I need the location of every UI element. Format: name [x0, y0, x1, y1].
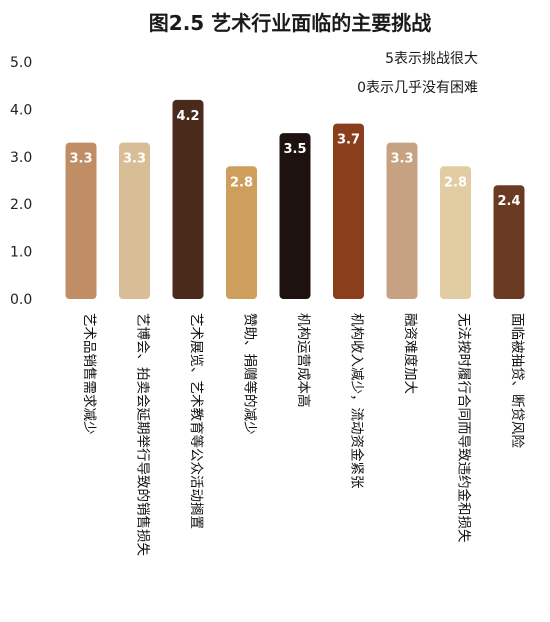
y-tick-label: 1.0: [10, 245, 32, 261]
value-label: 2.8: [230, 175, 253, 190]
bar: [172, 99, 204, 299]
category-label: 赞助、捐赠等的减少: [242, 313, 259, 435]
value-label: 3.7: [337, 133, 360, 148]
bar: [386, 142, 418, 299]
value-label: 4.2: [176, 109, 199, 124]
bar: [493, 185, 525, 299]
bar: [226, 166, 257, 299]
category-label: 艺博会、拍卖会延期举行导致的销售损失: [135, 313, 152, 556]
value-label: 3.3: [390, 152, 413, 167]
bar: [440, 166, 471, 299]
value-label: 3.5: [283, 142, 306, 157]
category-labels: 艺术品销售需求减少 艺博会、拍卖会延期举行导致的销售损失 艺术展览、艺术教育等公众活…: [81, 313, 525, 556]
bar: [279, 133, 311, 299]
y-tick-label: 5.0: [10, 55, 32, 71]
note-max: 5表示挑战很大: [385, 51, 478, 67]
y-axis: 0.0 1.0 2.0 3.0 4.0 5.0: [10, 55, 32, 308]
value-label: 3.3: [69, 152, 92, 167]
y-tick-label: 3.0: [10, 150, 32, 166]
y-tick-label: 4.0: [10, 102, 32, 118]
category-label: 无法按时履行合同而导致违约金和损失: [456, 313, 472, 543]
y-tick-label: 2.0: [10, 197, 32, 213]
category-label: 机构收入减少，流动资金紧张: [349, 313, 365, 489]
bar: [65, 142, 97, 299]
category-label: 面临被抽贷、断贷风险: [509, 313, 525, 448]
value-label: 3.3: [123, 152, 146, 167]
category-label: 艺术展览、艺术教育等公众活动搁置: [188, 313, 205, 529]
bar: [333, 123, 364, 300]
category-label: 机构运营成本高: [295, 313, 312, 408]
value-labels: 3.3 3.3 4.2 2.8 3.5 3.7 3.3 2.8 2.4: [69, 109, 520, 209]
category-label: 艺术品销售需求减少: [81, 313, 97, 435]
y-tick-label: 0.0: [10, 292, 32, 308]
chart-title: 图2.5 艺术行业面临的主要挑战: [149, 11, 431, 35]
note-min: 0表示几乎没有困难: [357, 80, 478, 96]
category-label: 融资难度加大: [402, 313, 418, 394]
value-label: 2.4: [497, 194, 520, 209]
bars: [65, 99, 525, 300]
bar: [119, 142, 150, 299]
value-label: 2.8: [444, 175, 467, 190]
